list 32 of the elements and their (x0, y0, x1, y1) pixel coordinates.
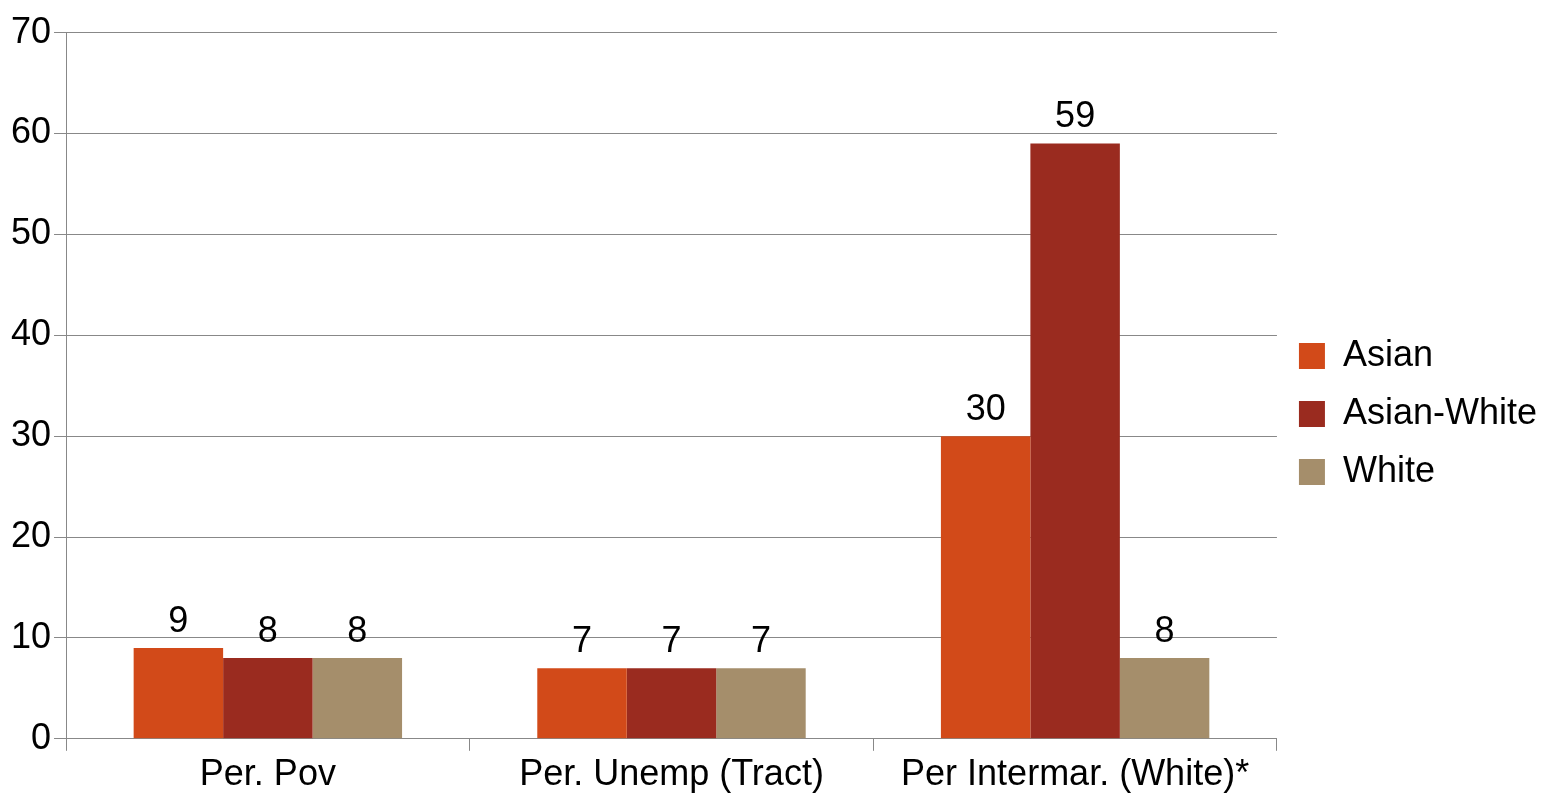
data-label: 9 (168, 598, 189, 640)
y-tick-label: 70 (11, 9, 52, 51)
bar (716, 668, 806, 739)
y-tick-label: 60 (11, 110, 52, 152)
data-label: 7 (750, 619, 771, 661)
legend-label: Asian-White (1342, 390, 1537, 432)
y-tick-label: 40 (11, 312, 52, 354)
bar (312, 658, 403, 739)
x-tick-label: Per. Unemp (Tract) (519, 752, 824, 794)
data-label: 7 (572, 619, 593, 661)
bar (133, 648, 224, 739)
y-tick-label: 30 (11, 413, 52, 455)
bar (940, 436, 1031, 739)
y-tick-label: 10 (11, 614, 52, 656)
data-label: 30 (965, 387, 1006, 429)
data-label: 8 (257, 609, 278, 651)
data-label: 59 (1055, 94, 1096, 136)
bar (626, 668, 717, 739)
legend-label: Asian (1342, 332, 1433, 374)
bar (1030, 143, 1120, 739)
data-label: 8 (1154, 609, 1175, 651)
x-tick-label: Per Intermar. (White)* (901, 752, 1250, 794)
y-tick-label: 0 (31, 715, 52, 757)
bar (1119, 658, 1210, 739)
data-label: 8 (347, 609, 368, 651)
bar (223, 658, 313, 739)
bar (537, 668, 627, 739)
data-label: 7 (661, 619, 682, 661)
y-tick-label: 20 (11, 513, 52, 555)
y-tick-label: 50 (11, 211, 52, 253)
x-tick-label: Per. Pov (199, 752, 336, 794)
legend-label: White (1342, 448, 1435, 490)
